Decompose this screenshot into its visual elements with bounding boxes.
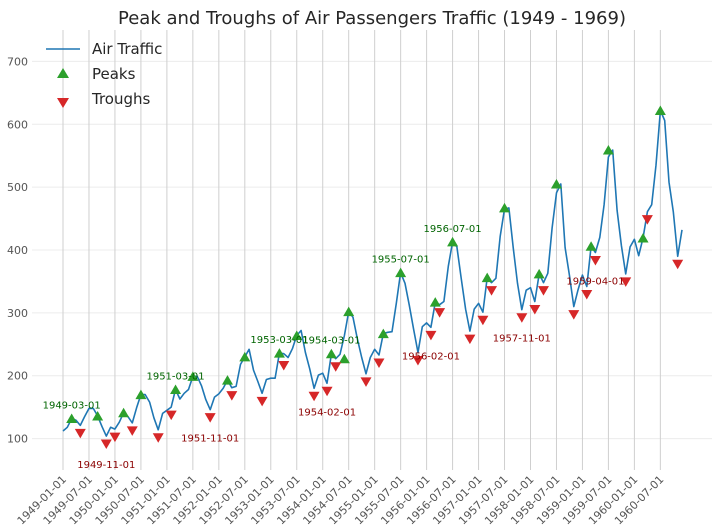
series-line-layer [62,109,683,437]
peak-annotation-label: 1956-07-01 [424,224,482,235]
trough-marker [486,286,498,296]
trough-marker [152,433,164,443]
peak-annotation-label: 1953-03-01 [250,335,308,346]
peak-marker [239,351,251,362]
trough-marker [226,391,238,401]
trough-marker [641,215,653,225]
trough-marker [529,305,541,315]
trough-marker [516,313,528,323]
peak-marker [429,297,441,307]
trough-marker [373,358,385,368]
trough-annotation-label: 1959-04-01 [566,277,624,288]
trough-marker [204,413,216,423]
legend-label-troughs: Troughs [91,90,151,108]
trough-annotation-label: 1951-11-01 [181,434,239,445]
peak-marker [187,371,199,381]
air-traffic-series-line [62,109,683,437]
peak-marker [170,384,182,395]
peak-marker [325,348,337,359]
trough-annotation-label: 1956-02-01 [402,351,460,362]
trough-marker [321,386,333,397]
chart-legend: Air Traffic Peaks Troughs [46,40,162,108]
chart-title: Peak and Troughs of Air Passengers Traff… [118,8,626,29]
trough-marker [620,277,632,287]
peak-annotation-label: 1951-03-01 [146,372,204,383]
y-tick-label: 200 [7,370,28,383]
peak-marker [602,145,614,155]
trough-marker [672,259,684,270]
trough-marker [330,362,342,372]
trough-marker [308,391,320,402]
trough-marker [464,334,476,345]
y-tick-label: 500 [7,181,28,194]
legend-label-air-traffic: Air Traffic [92,40,162,58]
y-axis-ticks: 100 200 300 400 500 600 700 [7,55,28,445]
peak-marker [135,389,147,400]
trough-marker [412,355,424,366]
trough-annotation-label: 1949-11-01 [77,460,135,471]
peak-annotation-label: 1949-03-01 [43,400,101,411]
y-tick-label: 300 [7,307,28,320]
trough-marker [165,410,177,421]
trough-marker [477,315,489,326]
trough-annotation-label: 1957-11-01 [493,334,551,345]
peak-marker [291,330,303,340]
peak-marker [550,179,562,189]
peak-marker [654,105,666,115]
trough-marker [256,396,268,407]
peak-marker [447,236,459,247]
trough-marker [425,330,437,341]
peak-marker [533,268,545,279]
trough-marker [360,377,372,387]
trough-marker [126,426,138,436]
trough-annotation-label: 1954-02-01 [298,407,356,418]
peak-marker [499,202,511,213]
peak-marker [273,348,285,358]
trough-marker [278,360,290,371]
peak-marker [92,410,104,421]
annotation-layer: 1949-03-01 1951-03-01 1953-03-011954-03-01… [43,224,625,471]
y-tick-label: 600 [7,118,28,131]
legend-label-peaks: Peaks [92,65,136,83]
y-tick-label: 100 [7,433,28,446]
trough-marker [568,310,580,320]
peak-marker [585,241,597,251]
peak-marker [338,353,350,364]
y-tick-label: 700 [7,55,28,68]
trough-marker [434,308,446,318]
peak-marker [66,413,78,423]
trough-marker [589,256,601,266]
trough-marker [100,439,112,450]
trough-marker [537,286,549,296]
trough-marker [581,289,593,300]
peak-marker [377,328,389,339]
peak-annotation-label: 1954-03-01 [302,336,360,347]
grid-lines [32,30,712,470]
peak-marker [637,233,649,243]
peak-annotation-label: 1955-07-01 [372,255,430,266]
legend-trough-marker [57,98,69,108]
peak-marker [221,375,233,385]
peak-marker [343,306,355,317]
peak-marker [395,267,407,278]
marker-layer [66,105,684,450]
trough-marker [109,432,121,443]
peak-marker [118,407,130,418]
peak-marker [481,272,493,283]
x-axis-ticks: 1949-01-011949-07-011950-01-011950-07-01… [15,473,667,527]
y-tick-label: 400 [7,244,28,257]
legend-peak-marker [57,68,69,78]
trough-marker [74,428,86,439]
